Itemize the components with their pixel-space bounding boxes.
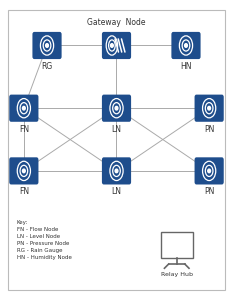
Text: FN: FN <box>19 187 29 196</box>
Text: PN: PN <box>204 187 214 196</box>
Text: LN: LN <box>112 124 121 134</box>
Text: PN: PN <box>204 124 214 134</box>
FancyBboxPatch shape <box>161 232 193 257</box>
Text: LN: LN <box>112 187 121 196</box>
FancyBboxPatch shape <box>8 10 225 290</box>
Circle shape <box>110 44 113 47</box>
FancyBboxPatch shape <box>9 94 38 122</box>
Text: HN: HN <box>180 62 192 71</box>
Text: RG: RG <box>41 62 53 71</box>
Text: Key:
FN - Flow Node
LN - Level Node
PN - Pressure Node
RG - Rain Gauge
HN - Humi: Key: FN - Flow Node LN - Level Node PN -… <box>17 220 72 260</box>
Circle shape <box>208 169 211 173</box>
FancyBboxPatch shape <box>195 94 224 122</box>
Text: FN: FN <box>19 124 29 134</box>
Circle shape <box>208 106 211 110</box>
FancyBboxPatch shape <box>102 32 131 59</box>
Circle shape <box>115 106 118 110</box>
FancyBboxPatch shape <box>102 157 131 184</box>
Circle shape <box>46 44 48 47</box>
Circle shape <box>22 106 25 110</box>
Circle shape <box>22 169 25 173</box>
FancyBboxPatch shape <box>32 32 62 59</box>
Circle shape <box>115 169 118 173</box>
FancyBboxPatch shape <box>9 157 38 184</box>
Text: Relay Hub: Relay Hub <box>161 272 193 277</box>
FancyBboxPatch shape <box>195 157 224 184</box>
Text: Gateway  Node: Gateway Node <box>87 18 146 27</box>
FancyBboxPatch shape <box>102 94 131 122</box>
FancyBboxPatch shape <box>171 32 201 59</box>
Circle shape <box>185 44 187 47</box>
